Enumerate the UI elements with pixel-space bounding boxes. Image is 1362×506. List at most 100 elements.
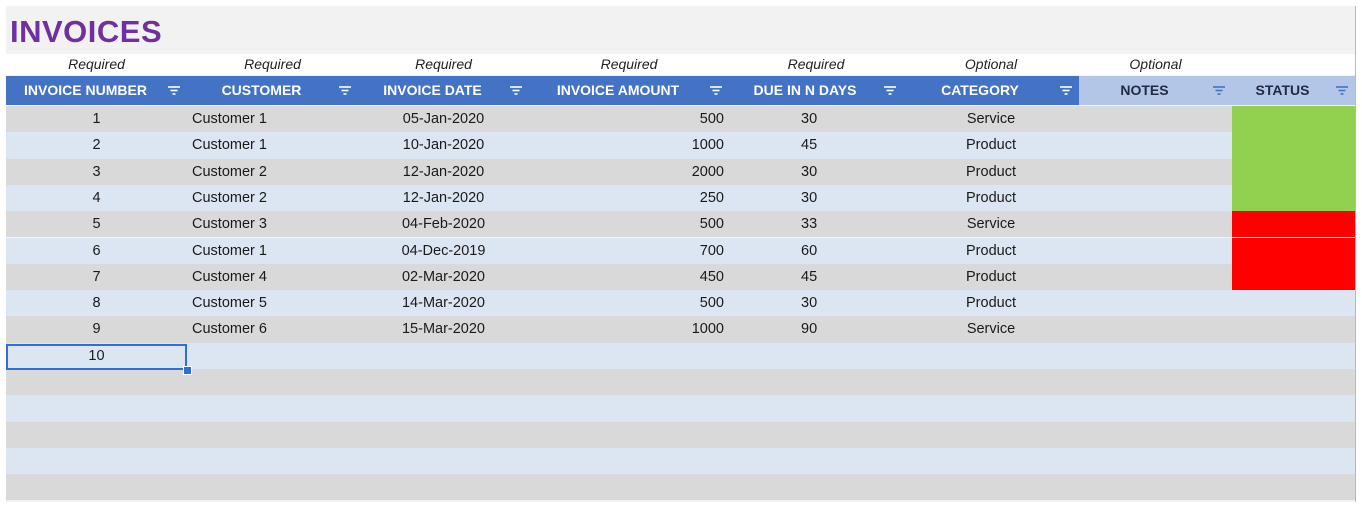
cell-notes[interactable] xyxy=(1079,316,1232,342)
table-row[interactable] xyxy=(6,395,1355,422)
cell-invoice-number[interactable]: 9 xyxy=(92,321,101,338)
cell-invoice-date[interactable] xyxy=(358,422,529,448)
cell-category[interactable] xyxy=(903,395,1079,421)
cell-notes[interactable] xyxy=(1079,264,1232,290)
filter-icon[interactable] xyxy=(883,84,897,97)
cell-category[interactable]: Service xyxy=(966,216,1016,233)
column-header-customer[interactable]: CUSTOMER xyxy=(187,76,358,105)
cell-customer[interactable] xyxy=(192,369,352,395)
cell-customer[interactable] xyxy=(192,448,352,474)
table-row[interactable]: 10 xyxy=(6,342,1355,369)
cell-invoice-number[interactable]: 5 xyxy=(92,216,101,233)
table-row[interactable]: 5 Customer 3 04-Feb-2020 500 33 Service xyxy=(6,211,1355,238)
cell-invoice-date[interactable] xyxy=(358,448,529,474)
cell-due-days[interactable] xyxy=(801,369,861,395)
cell-category[interactable]: Product xyxy=(966,189,1016,206)
cell-due-days[interactable]: 30 xyxy=(801,163,818,180)
cell-notes[interactable] xyxy=(1079,369,1232,395)
cell-status[interactable] xyxy=(1232,237,1355,264)
cell-status[interactable] xyxy=(1232,158,1355,185)
cell-category[interactable]: Product xyxy=(966,137,1016,154)
column-header-invoice-number[interactable]: INVOICE NUMBER xyxy=(6,76,187,105)
column-header-invoice-date[interactable]: INVOICE DATE xyxy=(358,76,529,105)
table-row[interactable] xyxy=(6,369,1355,396)
cell-status[interactable] xyxy=(1232,132,1355,159)
column-header-invoice-amount[interactable]: INVOICE AMOUNT xyxy=(529,76,729,105)
cell-customer[interactable] xyxy=(192,474,352,500)
cell-due-days[interactable] xyxy=(801,343,861,369)
cell-notes[interactable] xyxy=(1079,474,1232,500)
cell-invoice-amount[interactable]: 450 xyxy=(699,268,724,285)
cell-invoice-amount[interactable] xyxy=(529,474,724,500)
cell-status[interactable] xyxy=(1232,474,1355,500)
cell-invoice-date[interactable]: 04-Feb-2020 xyxy=(401,216,486,233)
table-row[interactable]: 9 Customer 6 15-Mar-2020 1000 90 Service xyxy=(6,316,1355,343)
cell-invoice-amount[interactable]: 250 xyxy=(699,189,724,206)
cell-notes[interactable] xyxy=(1079,422,1232,448)
cell-due-days[interactable] xyxy=(801,448,861,474)
cell-invoice-number[interactable] xyxy=(6,395,187,421)
cell-category[interactable] xyxy=(903,422,1079,448)
cell-due-days[interactable] xyxy=(801,422,861,448)
cell-notes[interactable] xyxy=(1079,132,1232,158)
selected-cell-outline[interactable] xyxy=(6,344,187,370)
cell-due-days[interactable] xyxy=(801,395,861,421)
cell-notes[interactable] xyxy=(1079,290,1232,316)
cell-invoice-date[interactable]: 15-Mar-2020 xyxy=(401,321,485,338)
cell-invoice-number[interactable] xyxy=(6,422,187,448)
table-row[interactable]: 6 Customer 1 04-Dec-2019 700 60 Product xyxy=(6,237,1355,264)
cell-customer[interactable] xyxy=(192,422,352,448)
cell-category[interactable]: Product xyxy=(966,163,1016,180)
cell-invoice-number[interactable] xyxy=(6,448,187,474)
cell-invoice-amount[interactable]: 700 xyxy=(699,242,724,259)
cell-customer[interactable]: Customer 1 xyxy=(192,242,267,259)
filter-icon[interactable] xyxy=(1212,84,1226,97)
cell-category[interactable] xyxy=(903,474,1079,500)
cell-invoice-number[interactable]: 3 xyxy=(92,163,101,180)
cell-invoice-date[interactable] xyxy=(358,369,529,395)
cell-invoice-number[interactable] xyxy=(6,369,187,395)
cell-notes[interactable] xyxy=(1079,343,1232,369)
cell-customer[interactable]: Customer 5 xyxy=(192,295,267,312)
cell-customer[interactable]: Customer 2 xyxy=(192,189,267,206)
cell-status[interactable] xyxy=(1232,448,1355,474)
cell-invoice-amount[interactable] xyxy=(529,395,724,421)
filter-icon[interactable] xyxy=(1059,84,1073,97)
cell-due-days[interactable]: 90 xyxy=(801,321,818,338)
cell-invoice-date[interactable]: 05-Jan-2020 xyxy=(402,111,485,127)
cell-customer[interactable]: Customer 3 xyxy=(192,216,267,233)
cell-customer[interactable]: Customer 4 xyxy=(192,268,267,285)
cell-invoice-number[interactable]: 4 xyxy=(92,189,101,206)
cell-invoice-date[interactable]: 04-Dec-2019 xyxy=(401,242,486,259)
cell-invoice-amount[interactable]: 500 xyxy=(699,111,724,127)
cell-invoice-number[interactable]: 6 xyxy=(92,242,101,259)
cell-invoice-date[interactable]: 12-Jan-2020 xyxy=(402,163,485,180)
cell-invoice-number[interactable]: 2 xyxy=(92,137,101,154)
cell-due-days[interactable]: 30 xyxy=(801,295,818,312)
cell-invoice-amount[interactable]: 1000 xyxy=(691,137,724,154)
cell-due-days[interactable]: 33 xyxy=(801,216,818,233)
table-row[interactable] xyxy=(6,474,1355,501)
cell-status[interactable] xyxy=(1232,184,1355,212)
cell-notes[interactable] xyxy=(1079,106,1232,132)
cell-invoice-amount[interactable] xyxy=(529,343,724,369)
cell-invoice-amount[interactable]: 500 xyxy=(699,295,724,312)
cell-notes[interactable] xyxy=(1079,185,1232,211)
cell-invoice-amount[interactable]: 500 xyxy=(699,216,724,233)
filter-icon[interactable] xyxy=(338,84,352,97)
cell-invoice-number[interactable]: 10 xyxy=(88,347,105,364)
cell-status[interactable] xyxy=(1232,422,1355,448)
cell-invoice-number[interactable]: 8 xyxy=(92,295,101,312)
column-header-status[interactable]: STATUS xyxy=(1232,76,1355,105)
filter-icon[interactable] xyxy=(709,84,723,97)
cell-invoice-date[interactable]: 12-Jan-2020 xyxy=(402,189,485,206)
fill-handle[interactable] xyxy=(183,366,192,375)
cell-status[interactable] xyxy=(1232,316,1355,342)
filter-icon[interactable] xyxy=(1335,84,1349,97)
cell-invoice-amount[interactable] xyxy=(529,369,724,395)
column-header-notes[interactable]: NOTES xyxy=(1079,76,1232,105)
cell-status[interactable] xyxy=(1232,369,1355,395)
cell-notes[interactable] xyxy=(1079,238,1232,264)
table-row[interactable]: 8 Customer 5 14-Mar-2020 500 30 Product xyxy=(6,290,1355,317)
cell-invoice-amount[interactable] xyxy=(529,422,724,448)
